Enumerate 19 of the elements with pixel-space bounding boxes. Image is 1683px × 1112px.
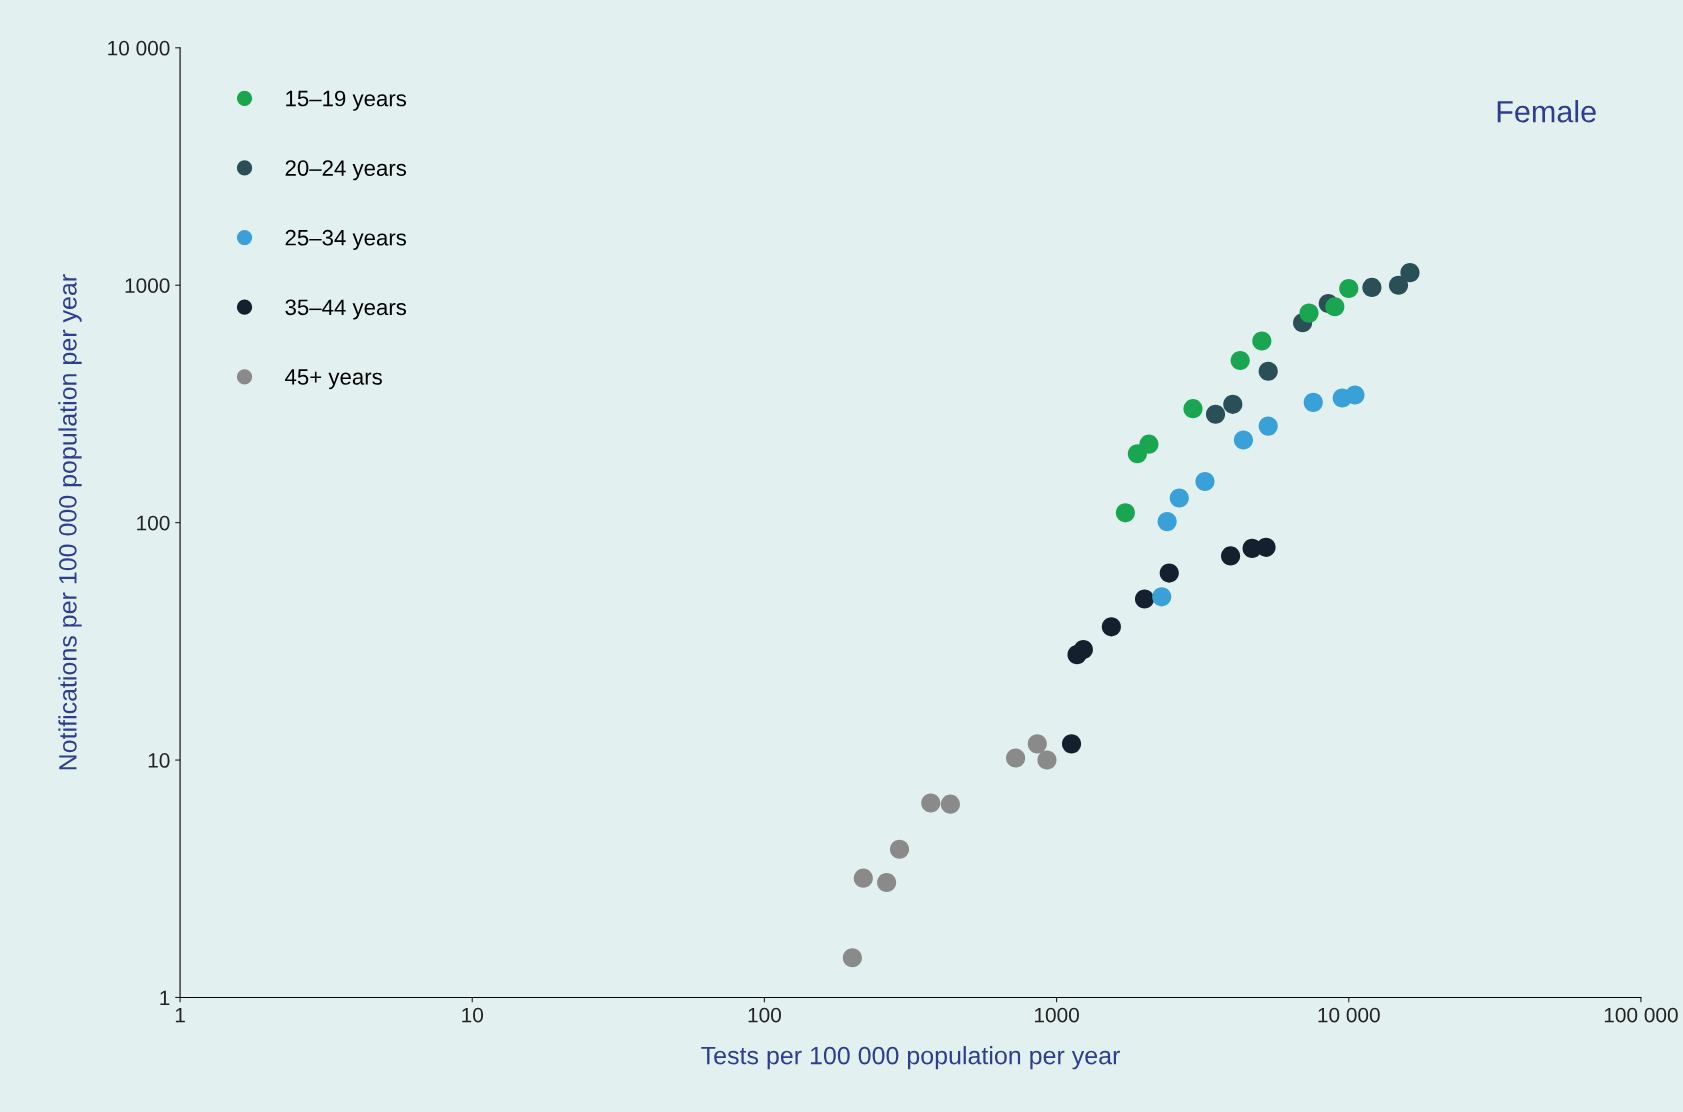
y-tick-label: 1000 bbox=[125, 278, 170, 293]
y-tick-label: 10 000 bbox=[108, 40, 170, 56]
x-tick-label: 100 bbox=[748, 1007, 781, 1023]
y-tick-label: 1 bbox=[160, 990, 170, 1006]
x-axis-title: Tests per 100 000 population per year bbox=[701, 1046, 1120, 1070]
legend-label: 15–19 years bbox=[286, 90, 407, 111]
legend-label: 20–24 years bbox=[285, 160, 407, 181]
y-tick-label: 10 bbox=[148, 753, 170, 768]
x-tick-label: 100 000 bbox=[1604, 1007, 1678, 1023]
y-axis-title: Notifications per 100 000 population per year bbox=[58, 274, 82, 770]
x-tick-label: 10 bbox=[462, 1007, 484, 1023]
legend-label: 45+ years bbox=[285, 369, 382, 390]
legend-label: 25–34 years bbox=[285, 229, 407, 250]
annotation: Female bbox=[1497, 100, 1596, 123]
x-tick-label: 1 bbox=[175, 1007, 185, 1023]
y-tick-label: 100 bbox=[137, 515, 170, 531]
x-tick-label: 10 000 bbox=[1318, 1007, 1380, 1023]
x-tick-label: 1000 bbox=[1035, 1007, 1079, 1023]
legend-label: 35–44 years bbox=[285, 299, 407, 320]
